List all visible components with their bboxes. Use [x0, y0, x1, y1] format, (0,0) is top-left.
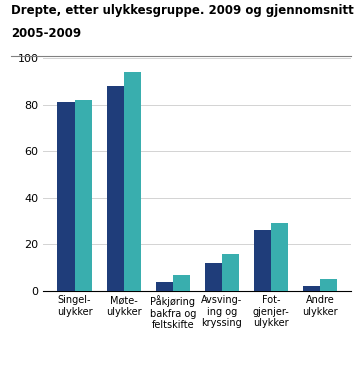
Bar — [75, 100, 92, 291]
Bar — [156, 282, 173, 291]
Bar — [303, 286, 320, 291]
Bar — [106, 86, 124, 291]
Text: Drepte, etter ulykkesgruppe. 2009 og gjennomsnitt: Drepte, etter ulykkesgruppe. 2009 og gje… — [11, 4, 354, 17]
Bar — [173, 275, 190, 291]
Text: 2005-2009: 2005-2009 — [11, 27, 81, 40]
Bar — [320, 279, 337, 291]
Bar — [58, 102, 75, 291]
Bar — [124, 72, 141, 291]
Bar — [254, 230, 271, 291]
Bar — [271, 223, 288, 291]
Bar — [222, 254, 239, 291]
Bar — [205, 263, 222, 291]
